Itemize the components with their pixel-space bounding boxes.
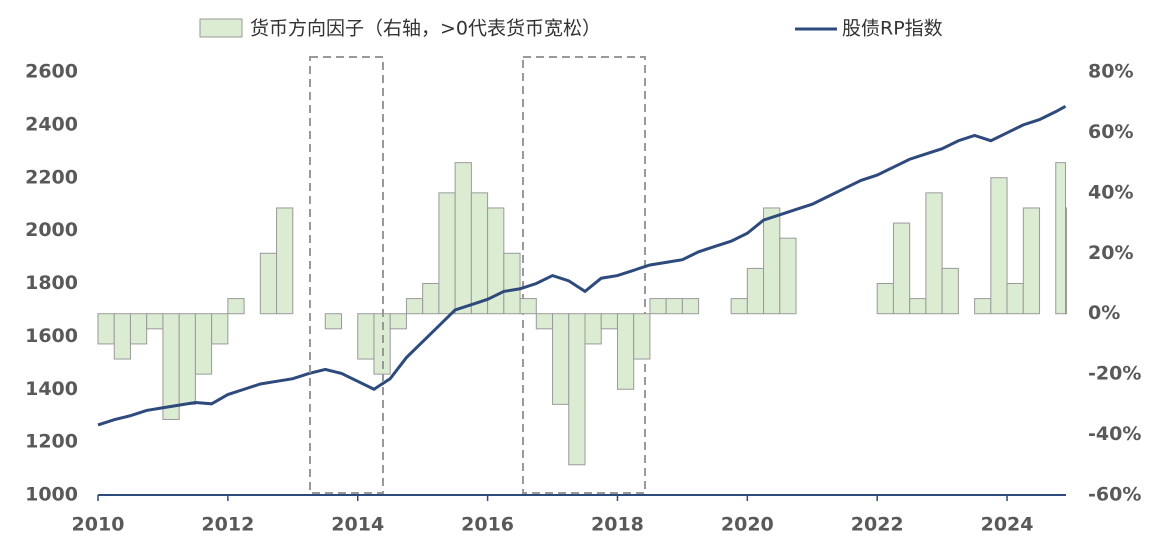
area-step [470, 192, 489, 315]
area-step [1055, 162, 1067, 315]
y2-tick-label: 60% [1088, 121, 1133, 143]
legend-swatch [199, 18, 243, 38]
area-layer [97, 162, 1068, 466]
area-step [503, 252, 521, 315]
area-step [552, 313, 570, 405]
area-step [616, 313, 635, 390]
highlight-box [309, 56, 384, 494]
legend-label: 股债RP指数 [842, 18, 943, 40]
area-step [276, 207, 294, 315]
area-step [113, 313, 131, 360]
area-step [1065, 207, 1068, 315]
y-tick-label: 1400 [25, 378, 78, 400]
area-step [211, 313, 229, 345]
area-step [454, 162, 472, 315]
x-tick-label: 2024 [981, 514, 1034, 536]
y-tick-label: 1600 [25, 325, 78, 347]
y-tick-label: 1000 [25, 484, 78, 506]
area-step [178, 313, 196, 405]
area-step [259, 252, 278, 315]
area-step [405, 298, 424, 315]
area-step [649, 298, 667, 315]
area-step [324, 313, 342, 330]
x-tick-label: 2022 [851, 514, 904, 536]
x-tick-label: 2016 [461, 514, 514, 536]
area-step [568, 313, 586, 466]
y-tick-label: 2600 [25, 61, 78, 83]
x-tick-label: 2014 [331, 514, 384, 536]
area-step [584, 313, 602, 345]
area-step [763, 207, 781, 315]
area-step [665, 298, 683, 315]
area-step [779, 237, 797, 315]
y-tick-label: 2200 [25, 166, 78, 188]
area-step [746, 267, 765, 315]
area-step [974, 298, 992, 315]
y2-tick-label: -20% [1088, 363, 1141, 385]
area-step [227, 298, 245, 315]
area-step [1022, 207, 1041, 315]
area-step [633, 313, 651, 360]
area-step [162, 313, 180, 420]
line-layer [97, 105, 1067, 427]
y-tick-label: 1800 [25, 272, 78, 294]
x-tick-label: 2018 [591, 514, 644, 536]
area-step [1006, 283, 1024, 315]
area-step [909, 298, 927, 315]
area-step [438, 192, 456, 315]
y2-tick-label: 20% [1088, 242, 1133, 264]
area-step [194, 313, 213, 375]
area-step [876, 283, 894, 315]
area-step [357, 313, 375, 360]
area-step [519, 298, 537, 315]
highlight-box [522, 56, 646, 494]
area-step [925, 192, 943, 315]
area-step [146, 313, 164, 330]
area-step [535, 313, 554, 330]
y2-tick-label: 0% [1088, 302, 1120, 324]
area-step [422, 283, 440, 315]
area-step [129, 313, 148, 345]
y-tick-label: 2400 [25, 113, 78, 135]
y-tick-label: 2000 [25, 219, 78, 241]
x-tick-label: 2020 [721, 514, 774, 536]
legend-label: 货币方向因子（右轴，>0代表货币宽松） [250, 18, 601, 40]
x-tick-label: 2012 [201, 514, 254, 536]
area-step [990, 177, 1008, 315]
area-step [892, 222, 911, 315]
area-step [941, 267, 959, 315]
y-tick-label: 1200 [25, 431, 78, 453]
area-step [97, 313, 115, 345]
area-step [730, 298, 748, 315]
y2-tick-label: 40% [1088, 181, 1133, 203]
area-step [600, 313, 618, 330]
y2-tick-label: -40% [1088, 423, 1141, 445]
y2-tick-label: 80% [1088, 61, 1133, 83]
x-tick-label: 2010 [72, 514, 125, 536]
area-step [681, 298, 700, 315]
y2-tick-label: -60% [1088, 484, 1141, 506]
area-step [389, 313, 407, 330]
index-line [97, 105, 1067, 427]
